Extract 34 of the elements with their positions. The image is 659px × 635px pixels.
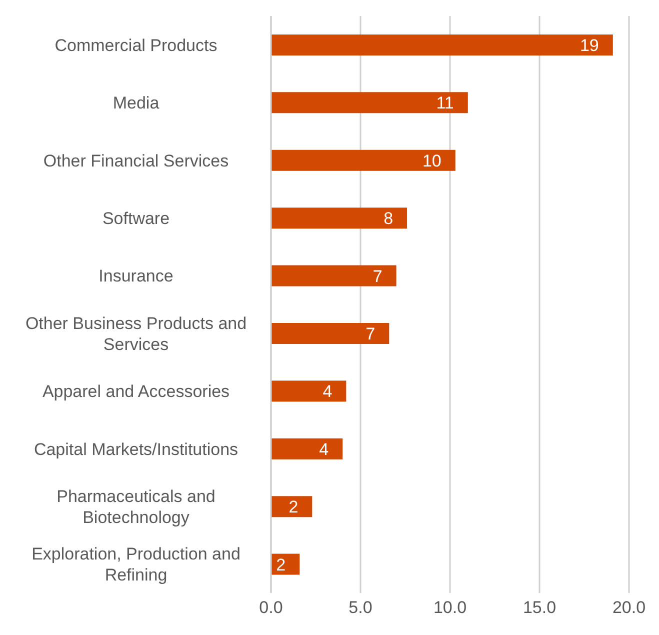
y-tick-label: Other Business Products and Services: [25, 314, 247, 354]
bar: [271, 380, 346, 402]
y-tick-label: Software: [102, 208, 170, 228]
bar: [271, 150, 456, 171]
data-label: 10: [422, 151, 442, 170]
bar: [271, 92, 468, 114]
data-label: 4: [322, 382, 332, 402]
y-tick-label: Commercial Products: [54, 36, 218, 55]
data-label: 11: [436, 94, 454, 113]
bar: [271, 208, 408, 229]
y-tick-label: Apparel and Accessories: [42, 382, 230, 402]
y-tick-label: Pharmaceuticals and Biotechnology: [56, 486, 216, 527]
bar: [271, 265, 396, 286]
bar: [271, 438, 343, 460]
data-label: 2: [288, 498, 298, 517]
data-label: 4: [319, 440, 329, 459]
y-tick-label: Exploration, Production and Refining: [32, 544, 240, 585]
data-label: 2: [276, 555, 286, 574]
data-label: 8: [384, 209, 394, 228]
y-tick-label: Insurance: [98, 266, 174, 286]
x-tick-label: 0.0: [259, 598, 283, 618]
data-label: 7: [366, 324, 376, 344]
x-tick-label: 15.0: [522, 598, 556, 618]
bar: [271, 496, 312, 518]
y-tick-label: Capital Markets/Institutions: [34, 440, 238, 459]
x-tick-label: 5.0: [348, 598, 372, 618]
y-tick-label: Other Financial Services: [43, 151, 229, 170]
data-label: 19: [580, 36, 599, 55]
x-tick-label: 20.0: [612, 598, 646, 618]
x-tick-label: 10.0: [433, 598, 467, 618]
bar: [271, 34, 613, 56]
y-tick-label: Media: [112, 94, 160, 113]
bar: [271, 322, 390, 344]
data-label: 7: [372, 266, 382, 286]
